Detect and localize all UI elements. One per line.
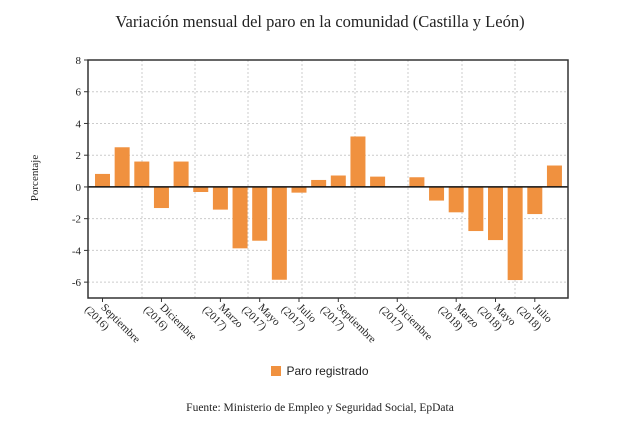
bar xyxy=(330,175,346,187)
bar xyxy=(134,161,150,187)
bar xyxy=(507,186,523,281)
x-tick-label: Septiembre(2016) xyxy=(82,295,142,355)
bar xyxy=(370,176,386,187)
bar xyxy=(350,136,366,187)
bar xyxy=(468,186,484,232)
y-tick-label: 4 xyxy=(76,118,82,130)
legend: Paro registrado xyxy=(0,364,640,378)
legend-swatch xyxy=(271,366,282,376)
y-tick-label: -2 xyxy=(72,214,81,226)
y-tick-label: 0 xyxy=(76,182,82,194)
bar xyxy=(546,165,562,187)
bar xyxy=(429,186,445,201)
bar xyxy=(271,186,287,280)
x-tick-label: Marzo(2017) xyxy=(200,295,245,340)
bar xyxy=(193,186,209,193)
bar xyxy=(311,179,327,187)
bar xyxy=(153,186,169,209)
chart-title: Variación mensual del paro en la comunid… xyxy=(115,12,525,31)
y-tick-label: 6 xyxy=(76,87,82,99)
bar xyxy=(173,161,189,187)
x-tick-label: Diciembre(2017) xyxy=(377,295,435,353)
bar xyxy=(291,186,307,193)
bar xyxy=(95,173,110,187)
bar xyxy=(448,186,464,213)
bar xyxy=(488,186,503,241)
x-tick-label: Septiembre(2017) xyxy=(318,295,378,355)
y-tick-label: 2 xyxy=(76,150,82,162)
plot-frame xyxy=(87,59,569,299)
y-tick-label: -6 xyxy=(72,277,82,289)
legend-label: Paro registrado xyxy=(286,364,369,378)
x-tick-label: Mayo(2018) xyxy=(475,295,518,338)
bar xyxy=(409,177,425,187)
bar xyxy=(212,186,228,210)
bar xyxy=(232,186,248,249)
x-tick-label: Mayo(2017) xyxy=(239,295,282,338)
bar xyxy=(114,147,130,187)
bar xyxy=(252,186,268,241)
source-footer: Fuente: Ministerio de Empleo y Seguridad… xyxy=(186,402,454,414)
y-tick-label: 8 xyxy=(76,55,82,67)
x-tick-label: Diciembre(2016) xyxy=(141,295,199,353)
x-tick-label: Marzo(2018) xyxy=(436,295,481,340)
bar xyxy=(527,186,543,215)
y-tick-label: -4 xyxy=(72,245,82,257)
